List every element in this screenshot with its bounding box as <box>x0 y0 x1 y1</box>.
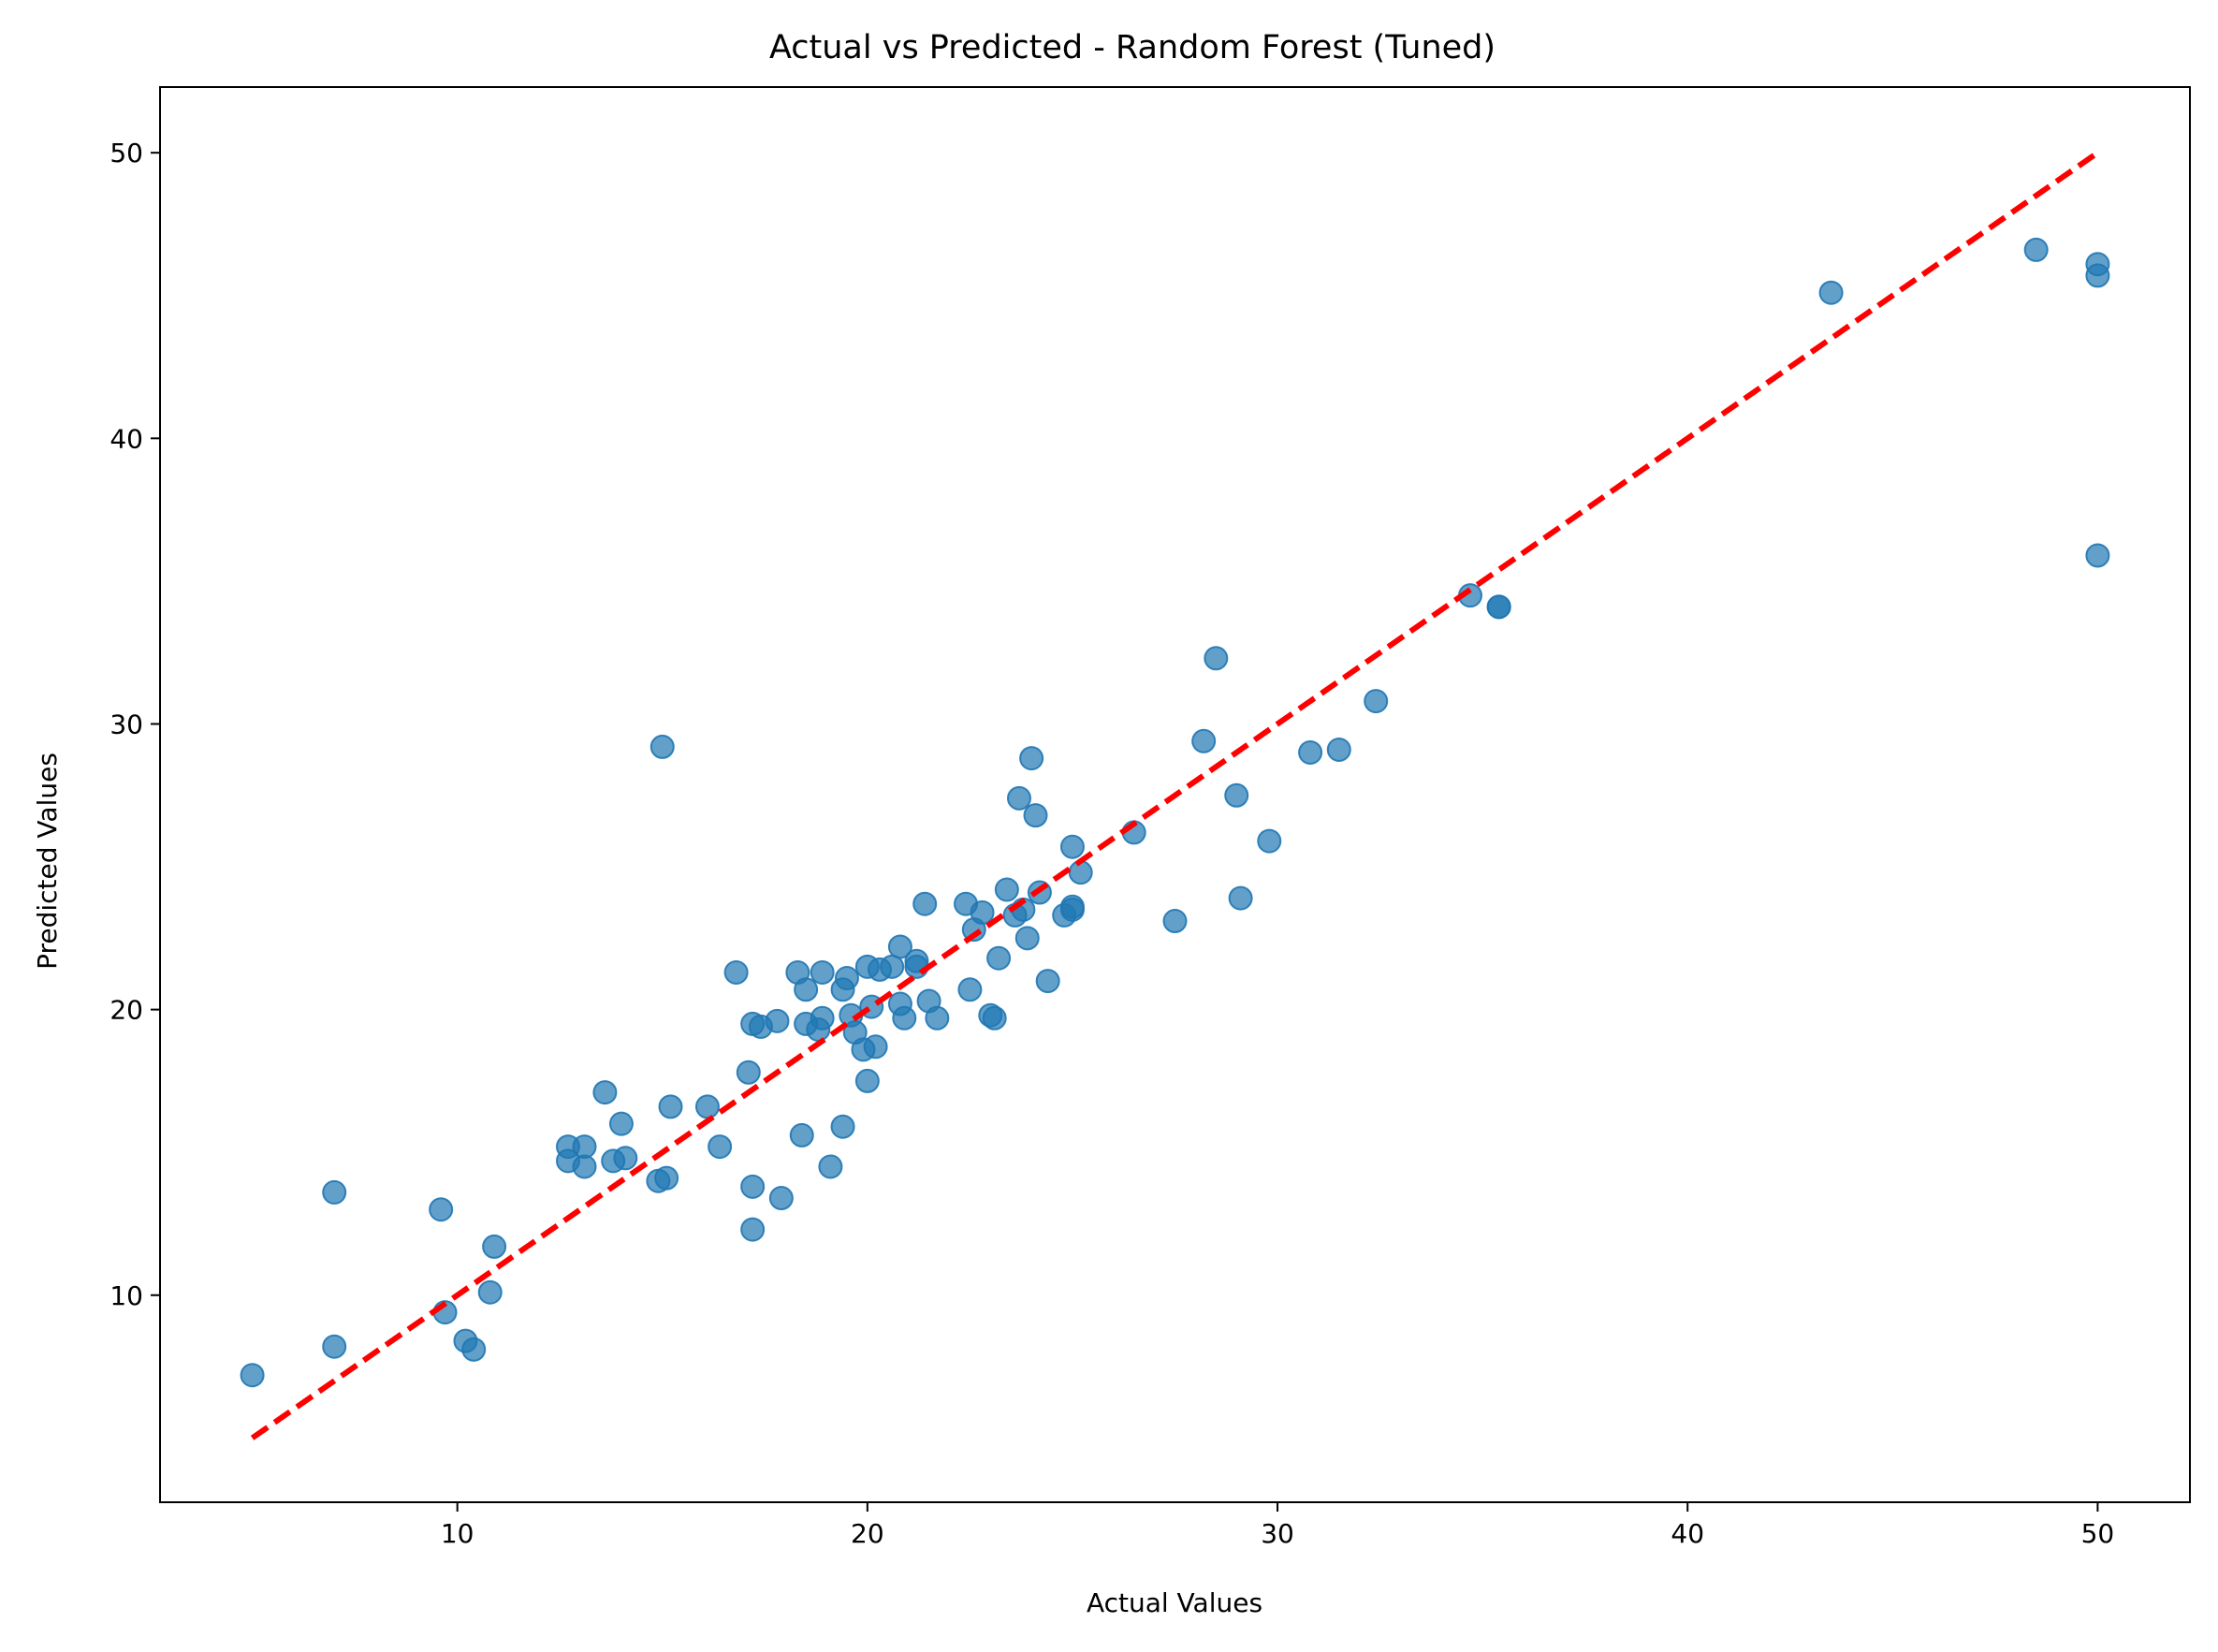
x-tick-label: 50 <box>2081 1518 2115 1549</box>
data-point <box>789 1122 814 1148</box>
x-axis-label: Actual Values <box>1087 1587 1262 1618</box>
data-point <box>723 959 749 985</box>
data-point <box>834 966 859 991</box>
data-point <box>925 1005 950 1031</box>
data-point <box>461 1337 487 1362</box>
data-point <box>830 1114 855 1139</box>
data-point <box>887 934 912 959</box>
data-point <box>904 948 929 973</box>
data-point <box>654 1165 679 1191</box>
data-point <box>810 959 835 985</box>
data-point <box>854 1068 880 1093</box>
x-tick-label: 30 <box>1261 1518 1294 1549</box>
data-point <box>810 1005 835 1031</box>
data-point <box>994 877 1019 902</box>
data-point <box>892 1005 917 1031</box>
data-point <box>740 1217 766 1242</box>
data-point <box>1298 739 1323 765</box>
data-point <box>1326 737 1351 762</box>
data-point <box>970 899 995 925</box>
data-point <box>957 977 983 1002</box>
data-point <box>322 1334 347 1359</box>
data-point <box>1059 834 1085 859</box>
data-point <box>1006 785 1031 811</box>
chart-title: Actual vs Predicted - Random Forest (Tun… <box>769 29 1496 66</box>
data-point <box>1204 646 1229 671</box>
data-point <box>768 1186 794 1211</box>
data-point <box>765 1008 790 1033</box>
data-point <box>572 1154 597 1179</box>
axis-ticks: 10 20 30 40 50 10 20 30 40 50 <box>109 138 2114 1549</box>
data-point <box>1224 782 1249 808</box>
data-point <box>694 1094 720 1119</box>
data-point <box>240 1363 265 1388</box>
data-points <box>240 237 2110 1388</box>
data-point <box>1068 860 1093 885</box>
y-tick-label: 30 <box>109 709 143 739</box>
data-point <box>1364 689 1389 714</box>
data-point <box>1257 828 1282 854</box>
y-tick-label: 50 <box>109 138 143 168</box>
data-point <box>1228 885 1253 911</box>
data-point <box>658 1094 683 1119</box>
data-point <box>708 1134 733 1160</box>
data-point <box>912 891 938 916</box>
data-point <box>1035 969 1060 994</box>
data-point <box>649 734 675 759</box>
data-point <box>740 1174 766 1199</box>
x-tick-label: 20 <box>851 1518 884 1549</box>
y-axis-label: Predicted Values <box>32 753 63 970</box>
data-point <box>1014 926 1040 951</box>
reference-line <box>250 150 2100 1440</box>
data-point <box>1059 897 1085 922</box>
data-point <box>1818 280 1844 305</box>
data-point <box>818 1154 843 1179</box>
plot-area-frame <box>159 86 2191 1503</box>
data-point <box>736 1060 761 1085</box>
data-point <box>429 1197 454 1222</box>
data-point <box>608 1111 634 1136</box>
data-point <box>2023 237 2049 262</box>
x-tick-label: 40 <box>1671 1518 1704 1549</box>
data-point <box>613 1146 638 1171</box>
y-tick-label: 20 <box>109 995 143 1026</box>
data-point <box>1486 594 1511 620</box>
data-point <box>477 1279 503 1305</box>
data-point <box>482 1234 507 1259</box>
data-point <box>1019 746 1044 771</box>
data-point <box>592 1080 618 1105</box>
x-tick-label: 10 <box>441 1518 474 1549</box>
data-point <box>1162 909 1188 934</box>
data-point <box>982 1005 1007 1031</box>
y-tick-label: 40 <box>109 423 143 454</box>
data-point <box>2085 263 2110 288</box>
data-point <box>863 1034 888 1060</box>
data-point <box>986 945 1012 971</box>
data-point <box>794 977 819 1002</box>
data-point <box>1023 803 1048 828</box>
data-point <box>322 1179 347 1205</box>
data-point <box>2085 543 2110 568</box>
y-tick-label: 10 <box>109 1280 143 1311</box>
data-point <box>1191 728 1217 753</box>
